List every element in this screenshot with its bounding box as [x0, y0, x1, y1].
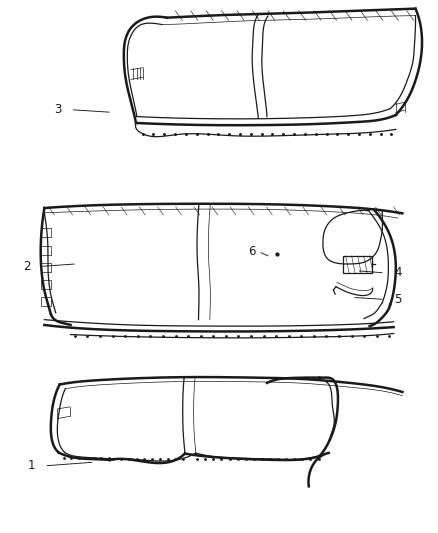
Bar — [41, 280, 51, 289]
Text: 5: 5 — [394, 293, 402, 306]
Bar — [343, 256, 372, 273]
Bar — [41, 297, 51, 306]
Text: 3: 3 — [54, 103, 61, 116]
Bar — [41, 263, 51, 272]
Text: 2: 2 — [23, 260, 31, 273]
Text: 1: 1 — [28, 459, 35, 472]
Bar — [41, 246, 51, 255]
Text: 6: 6 — [248, 245, 255, 258]
Text: 4: 4 — [394, 266, 402, 279]
Bar — [41, 228, 51, 237]
